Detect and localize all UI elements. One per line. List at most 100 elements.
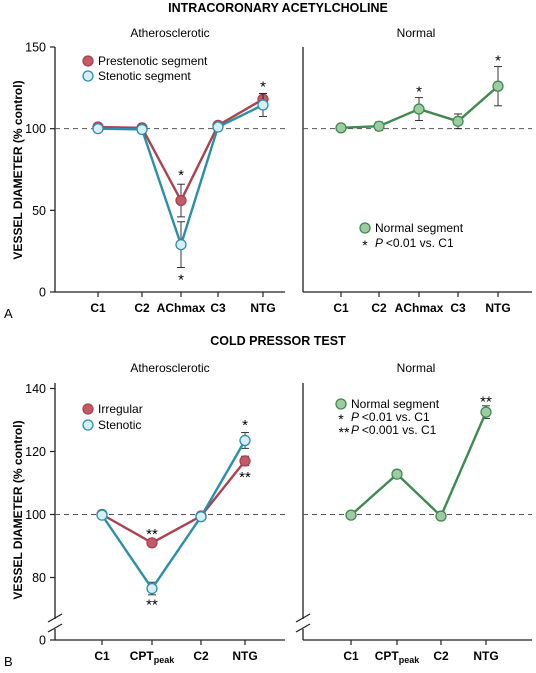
y-tick-label: 120 [25, 445, 46, 459]
x-tick-label: C1 [94, 649, 110, 663]
x-tick-label: AChmax [157, 301, 206, 315]
legend-label: P <0.01 vs. C1 [375, 236, 454, 250]
x-tick-label: C3 [210, 301, 226, 315]
significance-marker: * [242, 417, 248, 434]
legend-marker-asterisk: * [362, 237, 368, 253]
x-tick-label: NTG [473, 649, 498, 663]
data-point [452, 115, 464, 127]
y-tick-label: 80 [32, 571, 46, 585]
chart-a-ath: 0 50 100 150 C1 C2 AChmax C3 NTG * * * Prestenotic s… [25, 41, 285, 315]
legend-marker [359, 222, 371, 234]
legend-label: P <0.01 vs. C1 [351, 410, 430, 424]
series-stenotic-segment [92, 93, 269, 268]
y-tick-label: 100 [25, 122, 46, 136]
series-normal-segment [335, 66, 504, 134]
legend-label: Normal segment [375, 221, 464, 235]
legend: Normal segment * P <0.01 vs. C1** P <0.001 … [335, 397, 440, 440]
x-tick-label: CPTpeak [375, 649, 421, 665]
data-point [146, 582, 158, 595]
panel-b-subtitle-normal: Normal [397, 361, 436, 375]
x-tick-label: CPTpeak [130, 649, 176, 665]
y-tick-label: 100 [25, 508, 46, 522]
data-point [146, 537, 158, 549]
data-point [492, 80, 504, 92]
data-point [96, 509, 108, 521]
chart-a-norm: C1 C2 AChmax C3 NTG * * Normal segment * P <0.01 … [302, 47, 532, 315]
x-tick-label: C2 [193, 649, 209, 663]
data-point [373, 120, 385, 132]
legend-marker-asterisk: ** [339, 424, 350, 440]
y-tick-label: 150 [25, 41, 46, 55]
x-tick-label: C2 [433, 649, 449, 663]
axis-break-mark [295, 623, 311, 633]
significance-marker: * [178, 271, 184, 288]
data-point [212, 121, 224, 133]
x-tick-label: NTG [250, 301, 275, 315]
chart-b-norm: C1 CPTpeak C2 NTG**Normal segment* P <0.01 v… [295, 383, 532, 665]
series-line [97, 98, 264, 202]
data-point [239, 434, 251, 447]
x-tick-label: NTG [485, 301, 510, 315]
significance-marker: ** [146, 526, 158, 543]
data-point [335, 122, 347, 134]
data-point [391, 468, 403, 480]
series-stenotic [96, 432, 251, 596]
series-prestenotic-segment [92, 93, 269, 218]
x-tick-label: C1 [90, 301, 106, 315]
data-point [435, 510, 447, 522]
legend-marker [82, 70, 94, 82]
legend-label: P <0.001 vs. C1 [351, 423, 437, 437]
legend-label: Stenotic [98, 418, 141, 432]
legend-marker-asterisk: * [338, 411, 344, 427]
significance-marker: ** [239, 469, 251, 486]
series-line [101, 460, 246, 545]
data-point [257, 99, 269, 111]
legend-label: Stenotic segment [98, 69, 191, 83]
legend-marker [82, 419, 94, 431]
panel-b-letter: B [4, 654, 13, 669]
significance-marker: * [495, 52, 501, 69]
axis-break-mark [47, 623, 63, 633]
data-point [239, 455, 251, 467]
x-tick-label: C1 [343, 649, 359, 663]
significance-marker: ** [146, 597, 158, 614]
panel-b-title: COLD PRESSOR TEST [210, 334, 346, 348]
data-point [195, 511, 207, 523]
panel-a-subtitle-normal: Normal [397, 26, 436, 40]
panel-a-title: INTRACORONARY ACETYLCHOLINE [168, 1, 388, 15]
series-line [350, 411, 488, 518]
significance-marker: * [260, 79, 266, 96]
panel-a-subtitle-atherosclerotic: Atherosclerotic [130, 26, 209, 40]
series-line [101, 439, 247, 590]
significance-marker: * [416, 83, 422, 100]
data-point [175, 194, 187, 207]
legend-label: Prestenotic segment [98, 54, 208, 68]
legend-marker [82, 403, 94, 415]
legend-label: Irregular [98, 402, 143, 416]
panel-a-letter: A [4, 306, 13, 321]
axis-break-mark [295, 613, 311, 623]
x-tick-label: C2 [134, 301, 150, 315]
x-tick-label: C3 [450, 301, 466, 315]
significance-marker: * [178, 167, 184, 184]
data-point [92, 123, 104, 135]
x-tick-label: NTG [232, 649, 257, 663]
data-point [175, 238, 187, 251]
y-tick-label: 140 [25, 382, 46, 396]
legend-marker [335, 398, 347, 410]
data-point [345, 509, 357, 521]
y-tick-label: 0 [39, 634, 46, 648]
panel-b-ylabel: VESSEL DIAMETER (% control) [11, 420, 25, 599]
series-normal-segment [345, 405, 492, 522]
y-tick-label: 50 [32, 204, 46, 218]
y-tick-label: 0 [39, 286, 46, 300]
legend: Normal segment * P <0.01 vs. C1 [359, 221, 464, 253]
legend: Irregular Stenotic [82, 402, 143, 432]
data-point [480, 406, 492, 418]
data-point [136, 123, 148, 136]
panel-a-ylabel: VESSEL DIAMETER (% control) [11, 80, 25, 259]
panel-b-subtitle-atherosclerotic: Atherosclerotic [130, 361, 209, 375]
